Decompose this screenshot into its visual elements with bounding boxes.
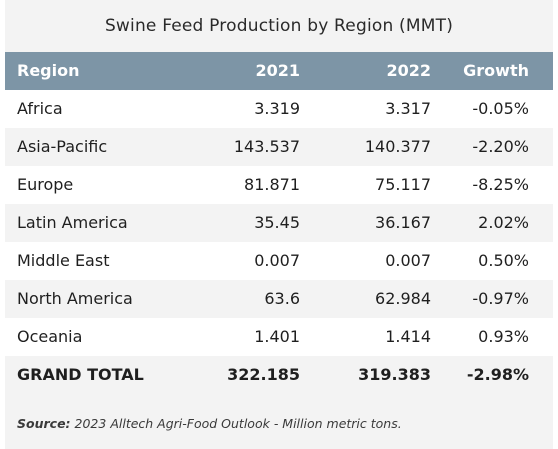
cell-2022: 1.414	[385, 327, 431, 346]
column-header-2021: 2021	[255, 61, 300, 80]
cell-2021: 63.6	[264, 289, 300, 308]
cell-2021: 0.007	[254, 251, 300, 270]
source-text: 2023 Alltech Agri-Food Outlook - Million…	[74, 416, 402, 431]
cell-growth: -8.25%	[472, 175, 529, 194]
table-row: Middle East 0.007 0.007 0.50%	[5, 242, 553, 280]
cell-region: Oceania	[17, 327, 83, 346]
column-header-growth: Growth	[463, 61, 529, 80]
table-title: Swine Feed Production by Region (MMT)	[5, 0, 553, 52]
table-row: Oceania 1.401 1.414 0.93%	[5, 318, 553, 356]
cell-region: Latin America	[17, 213, 128, 232]
cell-2022: 62.984	[375, 289, 431, 308]
source-label: Source:	[17, 416, 71, 431]
cell-region: Europe	[17, 175, 74, 194]
table-row: Asia-Pacific 143.537 140.377 -2.20%	[5, 128, 553, 166]
cell-growth: -0.05%	[472, 99, 529, 118]
cell-2021: 143.537	[233, 137, 300, 156]
table-row: North America 63.6 62.984 -0.97%	[5, 280, 553, 318]
cell-2021: 3.319	[254, 99, 300, 118]
cell-2022: 140.377	[364, 137, 431, 156]
cell-region: Middle East	[17, 251, 110, 270]
column-header-2022: 2022	[386, 61, 431, 80]
table-row: Europe 81.871 75.117 -8.25%	[5, 166, 553, 204]
cell-2021-total: 322.185	[227, 365, 300, 384]
table-row: Latin America 35.45 36.167 2.02%	[5, 204, 553, 242]
cell-region: Africa	[17, 99, 63, 118]
cell-2021: 35.45	[254, 213, 300, 232]
cell-growth: 0.93%	[478, 327, 529, 346]
table-total-row: GRAND TOTAL 322.185 319.383 -2.98%	[5, 356, 553, 394]
table-title-text: Swine Feed Production by Region (MMT)	[104, 16, 454, 36]
cell-2022: 75.117	[375, 175, 431, 194]
cell-region: North America	[17, 289, 133, 308]
cell-growth-total: -2.98%	[466, 365, 529, 384]
table-row: Africa 3.319 3.317 -0.05%	[5, 90, 553, 128]
cell-growth: -0.97%	[472, 289, 529, 308]
cell-growth: 2.02%	[478, 213, 529, 232]
table-header: Region 2021 2022 Growth	[5, 52, 553, 90]
cell-growth: -2.20%	[472, 137, 529, 156]
cell-2021: 81.871	[244, 175, 300, 194]
cell-region: Asia-Pacific	[17, 137, 108, 156]
cell-2021: 1.401	[254, 327, 300, 346]
cell-2022: 0.007	[385, 251, 431, 270]
cell-region-total: GRAND TOTAL	[17, 365, 144, 384]
cell-growth: 0.50%	[478, 251, 529, 270]
cell-2022: 36.167	[375, 213, 431, 232]
cell-2022-total: 319.383	[358, 365, 431, 384]
column-header-region: Region	[17, 61, 80, 80]
cell-2022: 3.317	[385, 99, 431, 118]
table-card: Swine Feed Production by Region (MMT) Re…	[5, 0, 553, 449]
table-footer: Source: 2023 Alltech Agri-Food Outlook -…	[5, 394, 553, 449]
source-note: Source: 2023 Alltech Agri-Food Outlook -…	[17, 416, 402, 431]
